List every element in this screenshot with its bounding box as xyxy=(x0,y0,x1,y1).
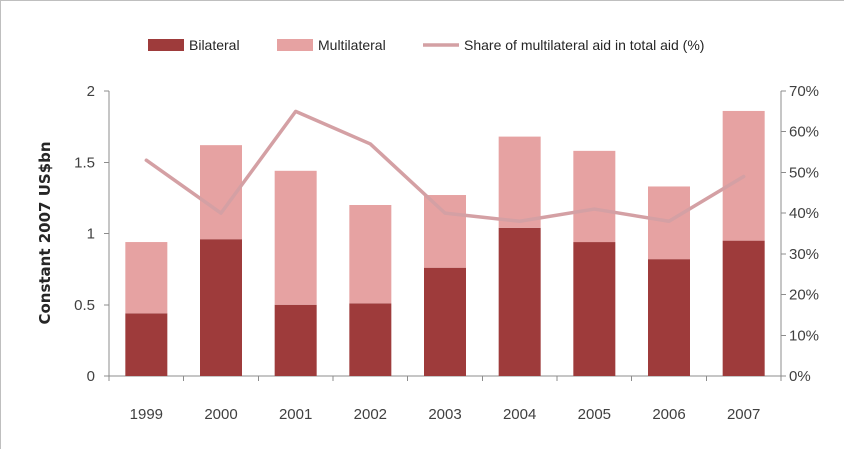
legend-share-label: Share of multilateral aid in total aid (… xyxy=(464,37,704,53)
bilateral-bar xyxy=(349,303,392,376)
legend-bilateral: Bilateral xyxy=(148,37,240,53)
legend-bilateral-label: Bilateral xyxy=(189,37,240,53)
bilateral-bar xyxy=(125,313,168,376)
y-tick-label-right: 60% xyxy=(789,124,819,141)
share-line-layer xyxy=(144,109,746,224)
multilateral-bar xyxy=(498,136,541,228)
multilateral-bar xyxy=(349,205,392,304)
multilateral-bar xyxy=(424,195,466,268)
bilateral-bar xyxy=(424,267,466,376)
x-category-label: 2003 xyxy=(428,406,461,423)
bilateral-bar xyxy=(648,259,690,376)
y-tick-label-left: 1.5 xyxy=(74,154,95,171)
x-category-label: 2004 xyxy=(503,406,536,423)
bilateral-bar xyxy=(722,240,765,376)
bilateral-bar xyxy=(573,242,616,376)
y-tick-label-left: 2 xyxy=(87,83,95,100)
y-tick-label-right: 30% xyxy=(789,246,819,263)
legend-share: Share of multilateral aid in total aid (… xyxy=(423,37,704,53)
legend-multilateral: Multilateral xyxy=(277,37,386,53)
y-tick-label-right: 40% xyxy=(789,205,819,222)
bilateral-bar xyxy=(200,239,242,376)
y-axis-title: Constant 2007 US$bn xyxy=(36,141,54,324)
x-category-label: 2007 xyxy=(727,406,760,423)
share-line xyxy=(144,109,746,224)
x-category-label: 2000 xyxy=(204,406,237,423)
multilateral-bar xyxy=(274,170,317,305)
multilateral-bar xyxy=(125,242,168,314)
y-tick-label-right: 50% xyxy=(789,164,819,181)
x-category-label: 1999 xyxy=(130,406,163,423)
y-tick-label-left: 0.5 xyxy=(74,297,95,314)
y-tick-label-right: 20% xyxy=(789,287,819,304)
x-category-label: 2002 xyxy=(354,406,387,423)
y-tick-label-left: 0 xyxy=(87,368,95,385)
y-tick-label-right: 0% xyxy=(789,368,811,385)
legend: Bilateral Multilateral Share of multilater… xyxy=(148,37,704,53)
legend-multilateral-swatch xyxy=(277,39,313,51)
x-category-label: 2006 xyxy=(652,406,685,423)
y-tick-label-right: 70% xyxy=(789,83,819,100)
axes: 00.511.520%10%20%30%40%50%60%70%1999 2000… xyxy=(74,83,819,423)
y-tick-label-right: 10% xyxy=(789,327,819,344)
bilateral-bar xyxy=(498,227,541,376)
legend-multilateral-label: Multilateral xyxy=(318,37,386,53)
x-category-label: 2005 xyxy=(578,406,611,423)
y-tick-label-left: 1 xyxy=(87,226,95,243)
bilateral-bar xyxy=(274,304,317,376)
x-category-label: 2001 xyxy=(279,406,312,423)
multilateral-bar xyxy=(573,150,616,243)
legend-bilateral-swatch xyxy=(148,39,184,51)
bars xyxy=(125,110,765,376)
